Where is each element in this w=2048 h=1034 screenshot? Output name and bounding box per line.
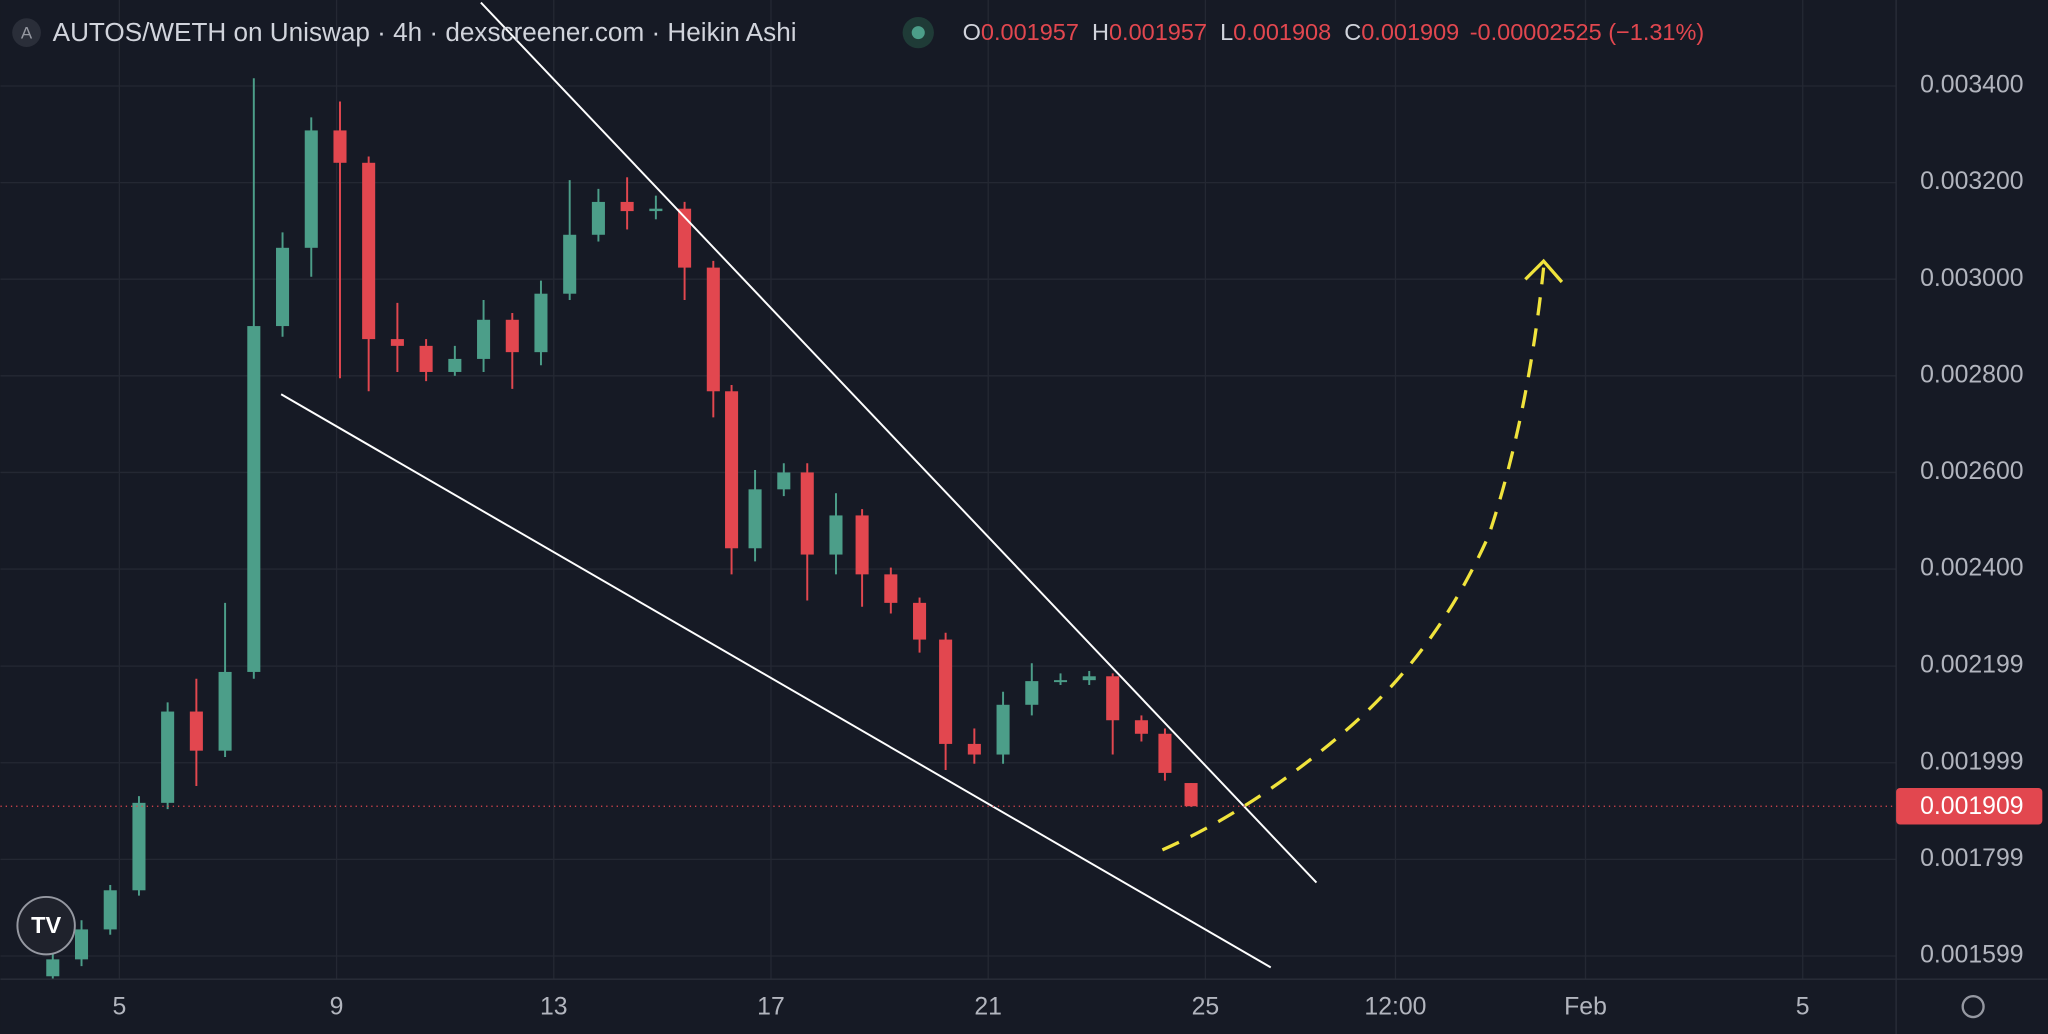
ohlc-value: 0.001957 [981, 19, 1079, 45]
candle-body [996, 704, 1010, 755]
candle-body [74, 929, 89, 960]
y-tick-label: 0.001999 [1920, 748, 2023, 775]
title: AUTOS/WETH on Uniswap · 4h · dexscreener… [53, 17, 797, 47]
candle-body [620, 201, 634, 212]
trend-line-lower [280, 393, 1272, 969]
candle-body [913, 602, 927, 640]
badge: A [21, 23, 33, 42]
candle-body [1184, 783, 1198, 807]
candle-body [362, 162, 376, 340]
candle-body [1025, 681, 1039, 705]
candle-body [390, 339, 404, 346]
y-tick-label: 0.001599 [1920, 942, 2023, 969]
trend-line-upper [480, 1, 1318, 884]
candle-body [304, 130, 318, 248]
candle-body [777, 472, 791, 490]
x-tick-label: 17 [757, 993, 785, 1020]
settings-icon[interactable] [1961, 994, 1985, 1019]
candle-body [1053, 680, 1068, 683]
candle-body [563, 234, 577, 294]
y-tick-label: 0.002600 [1920, 458, 2023, 485]
candle-body [967, 743, 981, 755]
candle-body [218, 671, 232, 751]
x-tick-label: 12:00 [1364, 993, 1426, 1020]
x-tick-label: 5 [112, 993, 126, 1020]
y-tick-label: 0.002199 [1920, 652, 2023, 679]
candle-body [505, 319, 519, 353]
candle-body [1134, 720, 1148, 734]
y-tick-label: 0.002400 [1920, 555, 2023, 582]
y-tick-label: 0.003200 [1920, 168, 2023, 195]
candle-body [939, 639, 953, 744]
x-tick-label: 25 [1192, 993, 1220, 1020]
candles [46, 78, 1198, 980]
y-tick-label: 0.001799 [1920, 845, 2023, 872]
candle-body [591, 201, 605, 235]
x-tick-label: 5 [1796, 993, 1810, 1020]
ohlc-value: 0.001957 [1109, 19, 1207, 45]
candle-body [132, 802, 146, 891]
candle-body [1106, 676, 1120, 721]
candle-body [725, 391, 739, 549]
candle-body [333, 130, 347, 163]
ohlc-value: 0.001909 [1361, 19, 1459, 45]
candle-body [477, 319, 491, 359]
logo[interactable] [16, 895, 76, 956]
candle-body [247, 326, 261, 672]
y-tick-label: 0.002800 [1920, 361, 2023, 388]
candle-body [189, 711, 203, 751]
ohlc-label: L [1220, 19, 1233, 45]
candle-body [419, 345, 433, 372]
ohlc-label: C [1344, 19, 1361, 45]
candle-body [678, 208, 692, 268]
ohlc: O0.001957 H0.001957 L0.001908 C0.001909 -0.0… [963, 19, 1705, 45]
status-dot [911, 26, 925, 40]
candle-body [829, 515, 843, 555]
candle-body [884, 574, 898, 603]
x-tick-label: 13 [540, 993, 568, 1020]
candle-body [46, 959, 60, 977]
grid [0, 0, 1897, 980]
last-price-label: 0.001909 [1920, 793, 2023, 820]
ohlc-label: O [963, 19, 981, 45]
candle-body [706, 267, 720, 392]
x-tick-label: Feb [1564, 993, 1607, 1020]
candle-body [161, 711, 175, 803]
x-tick-label: 21 [974, 993, 1002, 1020]
y-tick-label: 0.003400 [1920, 72, 2023, 99]
change: -0.00002525 (−1.31%) [1470, 19, 1705, 45]
badge-circle [12, 18, 41, 47]
last-price-tag [1896, 787, 2043, 825]
candle-body [448, 358, 462, 372]
candle-body [800, 472, 814, 555]
ohlc-value: 0.001908 [1233, 19, 1331, 45]
candle-body [1082, 676, 1096, 681]
candle-body [855, 515, 869, 575]
candle-body [534, 293, 548, 353]
projection-arrow [1161, 267, 1546, 852]
y-tick-label: 0.003000 [1920, 265, 2023, 292]
candle-body [748, 489, 762, 549]
candle-body [649, 208, 663, 212]
logo-mark: TV [31, 912, 61, 938]
candle-body [103, 890, 117, 930]
ohlc-label: H [1092, 19, 1109, 45]
candle-body [1158, 733, 1172, 773]
arrow-head [1524, 258, 1564, 284]
candle-body [276, 247, 290, 327]
x-tick-label: 9 [330, 993, 344, 1020]
